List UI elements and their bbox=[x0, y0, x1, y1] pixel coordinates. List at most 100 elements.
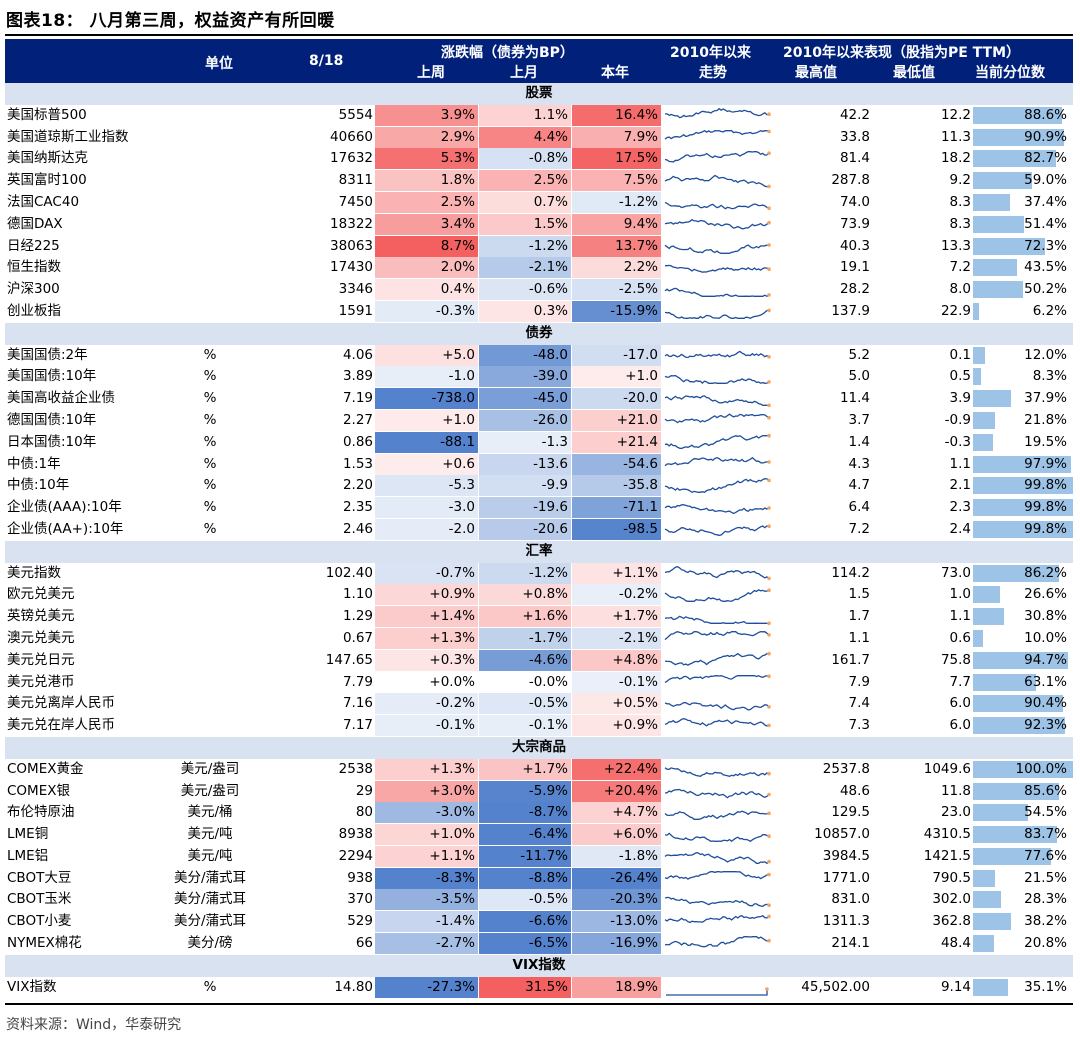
percentile-cell: 30.8% bbox=[973, 606, 1073, 627]
row-value: 4.06 bbox=[342, 346, 373, 363]
sparkline-marker bbox=[767, 308, 771, 313]
ytd-change: +21.4 bbox=[572, 431, 661, 453]
sparkline-path bbox=[664, 674, 770, 683]
row-unit: % bbox=[203, 499, 217, 516]
ytd-change: +21.0 bbox=[572, 409, 661, 431]
sparkline-path bbox=[664, 936, 770, 948]
high-value: 4.7 bbox=[848, 477, 870, 494]
row-name: NYMEX棉花 bbox=[7, 935, 82, 952]
section-header: 大宗商品 bbox=[5, 736, 1073, 759]
percentile-bar bbox=[973, 651, 1068, 669]
percentile-cell: 38.2% bbox=[973, 911, 1073, 932]
sparkline-path bbox=[664, 218, 770, 230]
row-value: 1.29 bbox=[342, 608, 373, 625]
high-value: 2537.8 bbox=[822, 760, 870, 777]
low-value: 12.2 bbox=[940, 106, 971, 123]
percentile-cell: 50.2% bbox=[973, 279, 1073, 300]
high-value: 1311.3 bbox=[822, 913, 870, 930]
percentile-bar bbox=[973, 564, 1060, 582]
row-unit: 美元/吨 bbox=[187, 847, 233, 864]
row-name: 美元兑港币 bbox=[7, 673, 75, 690]
percentile-bar bbox=[973, 390, 1011, 408]
sparkline-marker bbox=[767, 506, 771, 510]
row-value: 7.16 bbox=[342, 695, 373, 712]
row-value: 8938 bbox=[338, 826, 373, 843]
percentile-bar bbox=[973, 411, 995, 429]
sparkline-path bbox=[664, 151, 770, 163]
table-row: LME铝 美元/吨 2294 +1.1% -11.7% -1.8% 3984.5 1421.5… bbox=[5, 845, 1073, 868]
sparkline-marker bbox=[767, 811, 771, 816]
sparkline-marker bbox=[767, 459, 771, 464]
row-name: 欧元兑美元 bbox=[7, 586, 75, 603]
trend-sparkline bbox=[664, 870, 771, 880]
month-change: -20.6 bbox=[479, 518, 571, 540]
trend-sparkline bbox=[664, 174, 771, 189]
ytd-change: 17.5% bbox=[572, 148, 661, 170]
sparkline-path bbox=[664, 615, 769, 625]
section-title: 股票 bbox=[525, 85, 553, 101]
trend-sparkline bbox=[664, 478, 771, 494]
sparkline-marker bbox=[767, 914, 771, 919]
row-name: 德国国债:10年 bbox=[7, 411, 97, 428]
low-value: 73.0 bbox=[940, 564, 971, 581]
table-row: 澳元兑美元 0.67 +1.3% -1.7% -2.1% 1.1 0.6 10.0% bbox=[5, 627, 1073, 650]
high-value: 3984.5 bbox=[822, 847, 870, 864]
table-row: 沪深300 3346 0.4% -0.6% -2.5% 28.2 8.0 50.2% bbox=[5, 279, 1073, 301]
trend-sparkline bbox=[664, 565, 771, 580]
percentile-value: 10.0% bbox=[1024, 629, 1067, 646]
sparkline-marker bbox=[767, 478, 771, 483]
sparkline-path bbox=[664, 434, 769, 449]
percentile-value: 99.8% bbox=[1024, 499, 1067, 516]
row-name: LME铝 bbox=[7, 847, 49, 864]
row-value: 66 bbox=[355, 935, 373, 952]
low-value: 48.4 bbox=[940, 935, 971, 952]
percentile-cell: 94.7% bbox=[973, 650, 1073, 671]
sparkline-path bbox=[664, 413, 770, 424]
row-unit: 美元/吨 bbox=[187, 826, 233, 843]
percentile-bar bbox=[973, 847, 1051, 865]
week-change: +1.0 bbox=[375, 409, 478, 431]
month-change: -8.7% bbox=[479, 802, 571, 824]
row-value: 147.65 bbox=[325, 651, 373, 668]
high-value: 4.3 bbox=[848, 455, 870, 472]
table-row: 法国CAC40 7450 2.5% 0.7% -1.2% 74.0 8.3 37.4% bbox=[5, 191, 1073, 214]
row-value: 7450 bbox=[338, 193, 373, 210]
sparkline-marker bbox=[767, 129, 771, 133]
ytd-change: -20.3% bbox=[572, 889, 661, 911]
sparkline-path bbox=[664, 350, 770, 358]
table-row: 布伦特原油 美元/桶 80 -3.0% -8.7% +4.7% 129.5 23.0 54.5% bbox=[5, 802, 1073, 825]
high-value: 81.4 bbox=[839, 150, 870, 167]
percentile-value: 20.8% bbox=[1024, 935, 1067, 952]
high-value: 137.9 bbox=[831, 302, 870, 319]
row-name: 布伦特原油 bbox=[7, 804, 75, 821]
month-change: -9.9 bbox=[479, 475, 571, 497]
percentile-bar bbox=[973, 150, 1056, 168]
trend-sparkline bbox=[664, 287, 771, 298]
week-change: -0.7% bbox=[375, 562, 478, 584]
sparkline-marker bbox=[767, 267, 771, 272]
row-unit bbox=[155, 214, 265, 235]
trend-sparkline bbox=[664, 524, 771, 537]
percentile-cell: 100.0% bbox=[973, 759, 1073, 780]
percentile-bar bbox=[973, 629, 983, 647]
low-value: 7.2 bbox=[949, 259, 971, 276]
row-unit: 美元/桶 bbox=[187, 804, 233, 821]
sparkline-marker bbox=[767, 938, 771, 943]
trend-sparkline bbox=[666, 986, 769, 996]
row-name: CBOT小麦 bbox=[7, 913, 72, 930]
row-unit: 美分/蒲式耳 bbox=[173, 913, 247, 930]
sparkline-marker bbox=[767, 242, 771, 247]
percentile-bar bbox=[973, 608, 1004, 626]
percentile-bar bbox=[973, 695, 1064, 713]
table-row: 恒生指数 17430 2.0% -2.1% 2.2% 19.1 7.2 43.5% bbox=[5, 257, 1073, 280]
week-change: +1.3% bbox=[375, 627, 478, 649]
percentile-value: 77.6% bbox=[1024, 847, 1067, 864]
month-change: -0.8% bbox=[479, 148, 571, 170]
ytd-change: -2.1% bbox=[572, 627, 661, 649]
sparkline-marker bbox=[767, 380, 771, 385]
percentile-bar bbox=[973, 673, 1037, 691]
trend-sparkline bbox=[664, 242, 771, 254]
high-value: 73.9 bbox=[839, 215, 870, 232]
sparkline-path bbox=[664, 201, 770, 210]
sparkline-path bbox=[664, 456, 770, 466]
